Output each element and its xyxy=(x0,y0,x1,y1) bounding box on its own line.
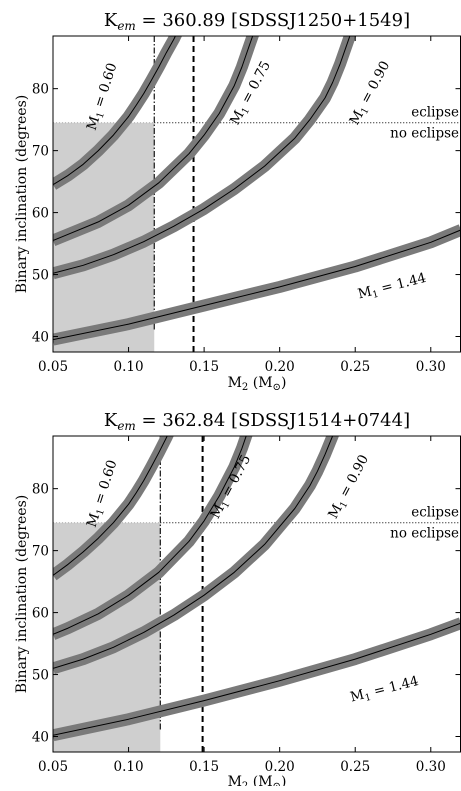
y-tick-label: 80 xyxy=(32,82,49,98)
x-tick-label: 0.25 xyxy=(340,359,370,375)
plot-area xyxy=(53,436,461,752)
no-eclipse-label: no eclipse xyxy=(390,126,459,142)
y-tick-label: 60 xyxy=(32,206,49,222)
curve-line-0 xyxy=(53,36,176,186)
no-eclipse-label: no eclipse xyxy=(390,526,459,542)
x-tick-label: 0.15 xyxy=(189,759,219,775)
x-tick-label: 0.15 xyxy=(189,359,219,375)
curve-line-3 xyxy=(53,622,461,736)
curve-line-2 xyxy=(53,436,334,669)
curve-line-0 xyxy=(53,436,168,576)
x-tick-label: 0.30 xyxy=(416,359,446,375)
y-tick-label: 50 xyxy=(32,268,49,284)
x-tick-label: 0.10 xyxy=(114,759,144,775)
x-tick-label: 0.05 xyxy=(38,759,68,775)
curve-line-1 xyxy=(53,436,247,635)
x-axis-label: M2 (M⊙) xyxy=(228,375,287,393)
x-tick-label: 0.10 xyxy=(114,359,144,375)
x-tick-label: 0.30 xyxy=(416,759,446,775)
curve-line-3 xyxy=(53,229,461,341)
y-tick-label: 40 xyxy=(32,330,49,346)
y-axis-label: Binary inclination (degrees) xyxy=(14,95,30,293)
y-tick-label: 70 xyxy=(32,544,49,560)
y-tick-label: 40 xyxy=(32,730,49,746)
x-tick-label: 0.20 xyxy=(265,759,295,775)
y-tick-label: 60 xyxy=(32,606,49,622)
plot-area xyxy=(53,36,461,352)
y-axis-label: Binary inclination (degrees) xyxy=(14,495,30,693)
x-tick-label: 0.05 xyxy=(38,359,68,375)
curve-line-1 xyxy=(53,36,254,241)
eclipse-label: eclipse xyxy=(411,505,459,521)
curve-line-2 xyxy=(53,36,351,274)
eclipse-label: eclipse xyxy=(411,105,459,121)
y-tick-label: 50 xyxy=(32,668,49,684)
y-tick-label: 70 xyxy=(32,144,49,160)
y-tick-label: 80 xyxy=(32,482,49,498)
x-tick-label: 0.25 xyxy=(340,759,370,775)
x-tick-label: 0.20 xyxy=(265,359,295,375)
chart-title: Kem = 362.84 [SDSSJ1514+0744] xyxy=(104,410,410,433)
chart-title: Kem = 360.89 [SDSSJ1250+1549] xyxy=(104,10,410,33)
